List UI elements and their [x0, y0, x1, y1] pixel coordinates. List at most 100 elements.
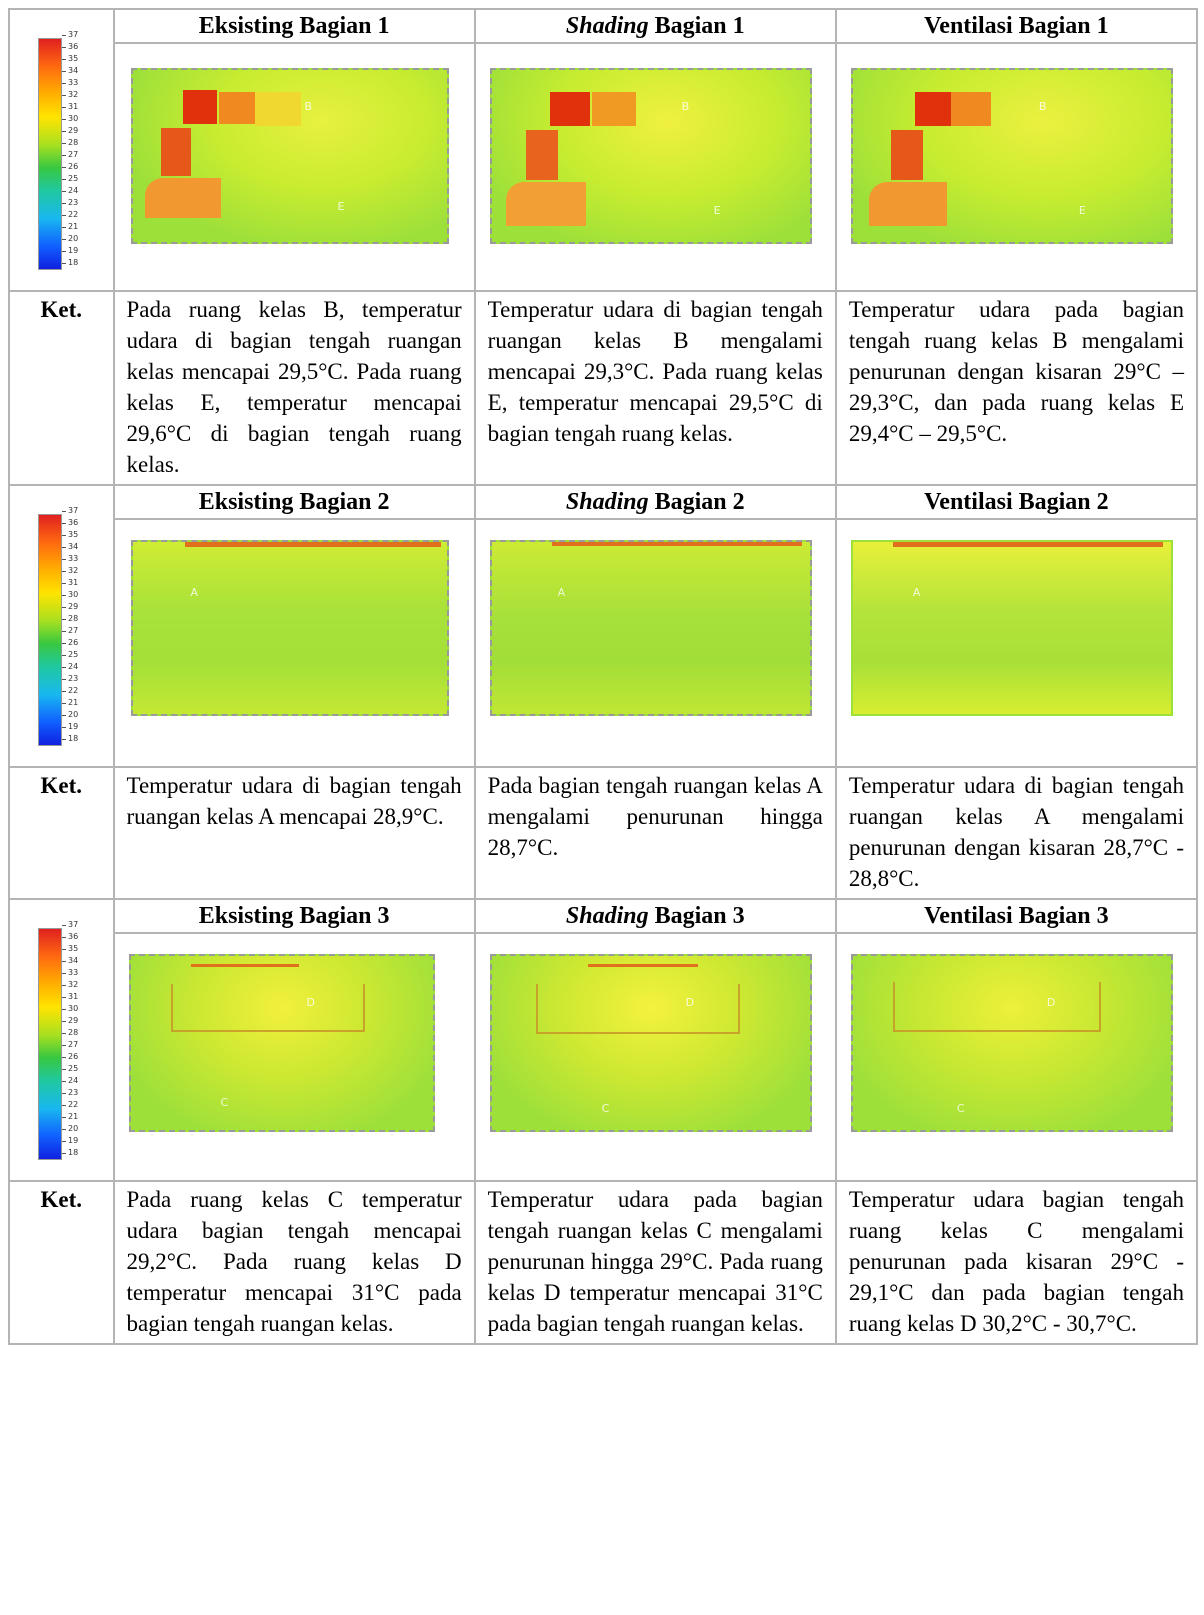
- legend-tick-label: 33: [61, 968, 79, 977]
- heatmap-image: B E: [130, 68, 449, 244]
- legend-tick-label: 21: [61, 1112, 79, 1121]
- header-shading-3: Shading Bagian 3: [473, 898, 837, 934]
- legend-tick-label: 30: [61, 114, 79, 123]
- section-2-header-row: 37 36 35 34 33 32 31 30 29 28 27 26 25 24 23 22 21 20 19 18…: [8, 484, 1199, 768]
- legend-tick-label: 19: [61, 1136, 79, 1145]
- legend-tick-label: 34: [61, 956, 79, 965]
- header-eksisting-1: Eksisting Bagian 1: [112, 8, 476, 44]
- room-label-e: E: [1078, 204, 1086, 217]
- header-shading-1: Shading Bagian 1: [473, 8, 837, 44]
- section-1-description-row: Ket. Pada ruang kelas B, temperatur udar…: [8, 290, 1199, 486]
- legend-tick-label: 36: [61, 518, 79, 527]
- legend-ticks: 37 36 35 34 33 32 31 30 29 28 27 26 25 24 23 22 21 20 19 18: [61, 920, 96, 1170]
- header-eksisting-3: Eksisting Bagian 3: [112, 898, 476, 934]
- legend-tick-label: 25: [61, 174, 79, 183]
- temperature-legend: 37 36 35 34 33 32 31 30 29 28 27 26 25 24 23 22 21 20 19 18: [38, 920, 98, 1166]
- ket-label: Ket.: [8, 290, 115, 486]
- room-label-c: C: [956, 1102, 965, 1115]
- room-label-b: B: [304, 100, 313, 113]
- legend-tick-label: 18: [61, 1148, 79, 1157]
- header-ventilasi-3: Ventilasi Bagian 3: [834, 898, 1199, 934]
- temperature-legend: 37 36 35 34 33 32 31 30 29 28 27 26 25 24 23 22 21 20 19 18: [38, 506, 98, 752]
- room-label-c: C: [601, 1102, 610, 1115]
- legend-tick-label: 27: [61, 1040, 79, 1049]
- legend-tick-label: 35: [61, 54, 79, 63]
- legend-tick-label: 37: [61, 920, 79, 929]
- legend-tick-label: 28: [61, 138, 79, 147]
- heatmap-image: B E: [489, 68, 812, 244]
- header-eksisting-2: Eksisting Bagian 2: [112, 484, 476, 520]
- legend-tick-label: 26: [61, 638, 79, 647]
- legend-tick-label: 28: [61, 614, 79, 623]
- legend-color-bar: [38, 514, 62, 746]
- legend-tick-label: 33: [61, 554, 79, 563]
- legend-tick-label: 26: [61, 162, 79, 171]
- description-shading-3: Temperatur udara pada bagian tengah ruan…: [473, 1180, 837, 1345]
- legend-tick-label: 27: [61, 626, 79, 635]
- temperature-legend: 37 36 35 34 33 32 31 30 29 28 27 26 25 24 23 22 21 20 19 18: [38, 30, 98, 276]
- description-eksisting-1: Pada ruang kelas B, temperatur udara di …: [112, 290, 476, 486]
- legend-tick-label: 19: [61, 722, 79, 731]
- ket-label: Ket.: [8, 1180, 115, 1345]
- heatmap-image: A: [850, 540, 1173, 716]
- heatmap-image: A: [489, 540, 812, 716]
- room-label-a: A: [912, 586, 921, 599]
- heatmap-eksisting-2: A: [112, 518, 476, 768]
- legend-tick-label: 20: [61, 710, 79, 719]
- legend-tick-label: 33: [61, 78, 79, 87]
- heatmap-image: B E: [850, 68, 1173, 244]
- room-label-d: D: [685, 996, 695, 1009]
- heatmap-eksisting-3: D C: [112, 932, 476, 1182]
- legend-tick-label: 37: [61, 506, 79, 515]
- legend-tick-label: 20: [61, 234, 79, 243]
- legend-tick-label: 29: [61, 1016, 79, 1025]
- comparison-table: 37 36 35 34 33 32 31 30 29 28 27 26 25 24 23 22 21 20 19 18…: [8, 8, 1199, 1345]
- heatmap-eksisting-1: B E: [112, 42, 476, 292]
- description-ventilasi-2: Temperatur udara di bagian tengah ruanga…: [834, 766, 1199, 900]
- legend-tick-label: 24: [61, 662, 79, 671]
- heatmap-image: A: [130, 540, 449, 716]
- heatmap-shading-1: B E: [473, 42, 837, 292]
- legend-tick-label: 26: [61, 1052, 79, 1061]
- section-1-header-row: 37 36 35 34 33 32 31 30 29 28 27 26 25 24 23 22 21 20 19 18…: [8, 8, 1199, 292]
- legend-ticks: 37 36 35 34 33 32 31 30 29 28 27 26 25 24 23 22 21 20 19 18: [61, 30, 96, 280]
- room-label-a: A: [557, 586, 566, 599]
- room-label-d: D: [306, 996, 315, 1009]
- ket-label: Ket.: [8, 766, 115, 900]
- legend-tick-label: 35: [61, 530, 79, 539]
- room-label-d: D: [1046, 996, 1056, 1009]
- legend-tick-label: 24: [61, 186, 79, 195]
- legend-tick-label: 18: [61, 258, 79, 267]
- legend-tick-label: 27: [61, 150, 79, 159]
- section-2-description-row: Ket. Temperatur udara di bagian tengah r…: [8, 766, 1199, 900]
- legend-tick-label: 22: [61, 210, 79, 219]
- legend-tick-label: 32: [61, 90, 79, 99]
- description-ventilasi-3: Temperatur udara bagian tengah ruang kel…: [834, 1180, 1199, 1345]
- legend-tick-label: 21: [61, 222, 79, 231]
- legend-color-bar: [38, 928, 62, 1160]
- header-ventilasi-1: Ventilasi Bagian 1: [834, 8, 1199, 44]
- section-3-description-row: Ket. Pada ruang kelas C temperatur udara…: [8, 1180, 1199, 1345]
- description-shading-2: Pada bagian tengah ruangan kelas A menga…: [473, 766, 837, 900]
- legend-cell-1: 37 36 35 34 33 32 31 30 29 28 27 26 25 24 23 22 21 20 19 18: [8, 8, 115, 292]
- legend-color-bar: [38, 38, 62, 270]
- legend-tick-label: 36: [61, 42, 79, 51]
- heatmap-image: D C: [489, 954, 812, 1132]
- legend-tick-label: 25: [61, 1064, 79, 1073]
- legend-tick-label: 29: [61, 602, 79, 611]
- description-eksisting-3: Pada ruang kelas C temperatur udara bagi…: [112, 1180, 476, 1345]
- legend-cell-2: 37 36 35 34 33 32 31 30 29 28 27 26 25 24 23 22 21 20 19 18: [8, 484, 115, 768]
- legend-tick-label: 23: [61, 1088, 79, 1097]
- section-2-image-row: A A A: [9, 518, 1199, 768]
- description-eksisting-2: Temperatur udara di bagian tengah ruanga…: [112, 766, 476, 900]
- heatmap-ventilasi-2: A: [834, 518, 1199, 768]
- legend-tick-label: 31: [61, 992, 79, 1001]
- room-label-e: E: [337, 200, 345, 213]
- legend-tick-label: 23: [61, 198, 79, 207]
- description-shading-1: Temperatur udara di bagian tengah ruanga…: [473, 290, 837, 486]
- heatmap-image: D C: [850, 954, 1173, 1132]
- legend-tick-label: 31: [61, 102, 79, 111]
- legend-tick-label: 36: [61, 932, 79, 941]
- legend-tick-label: 20: [61, 1124, 79, 1133]
- legend-tick-label: 18: [61, 734, 79, 743]
